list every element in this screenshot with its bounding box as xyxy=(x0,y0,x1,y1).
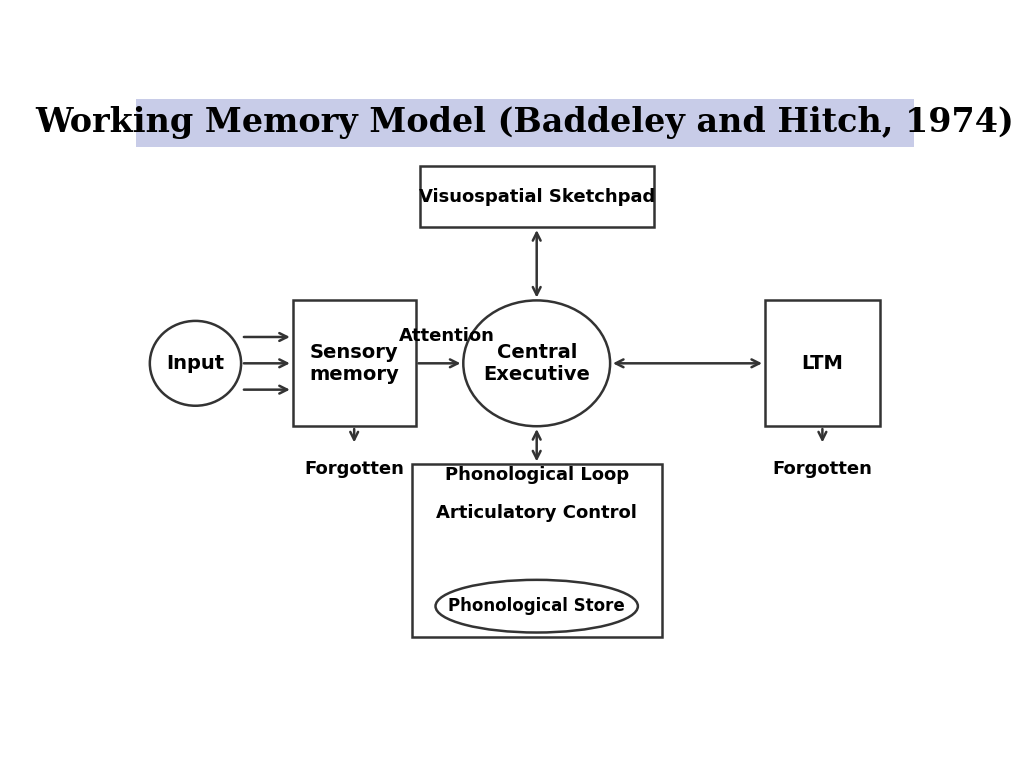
Text: Central
Executive: Central Executive xyxy=(483,343,590,384)
Ellipse shape xyxy=(435,580,638,632)
Text: Sensory
memory: Sensory memory xyxy=(309,343,399,384)
Text: Forgotten: Forgotten xyxy=(772,460,872,478)
Text: Articulatory Control: Articulatory Control xyxy=(436,504,637,521)
FancyBboxPatch shape xyxy=(136,99,913,147)
FancyBboxPatch shape xyxy=(412,464,662,637)
Text: Visuospatial Sketchpad: Visuospatial Sketchpad xyxy=(419,188,654,205)
Text: Working Memory Model (Baddeley and Hitch, 1974): Working Memory Model (Baddeley and Hitch… xyxy=(36,106,1014,139)
Text: Phonological Loop: Phonological Loop xyxy=(444,466,629,483)
Text: Attention: Attention xyxy=(399,327,495,344)
Text: Forgotten: Forgotten xyxy=(304,460,404,478)
Ellipse shape xyxy=(463,300,610,426)
FancyBboxPatch shape xyxy=(420,166,653,227)
Text: Input: Input xyxy=(166,354,224,373)
Text: Phonological Store: Phonological Store xyxy=(449,597,625,615)
Text: LTM: LTM xyxy=(802,354,844,373)
FancyBboxPatch shape xyxy=(293,300,416,426)
FancyBboxPatch shape xyxy=(765,300,880,426)
Ellipse shape xyxy=(150,321,241,406)
